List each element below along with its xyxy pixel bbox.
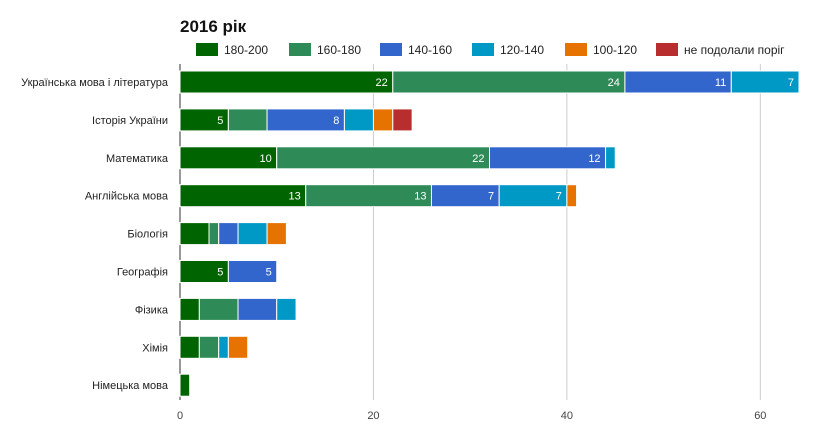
legend-label: не подолали поріг — [684, 43, 785, 57]
bar-segment — [218, 222, 239, 246]
bar-data-label: 24 — [608, 77, 620, 89]
category-label: Математика — [106, 153, 169, 165]
legend-swatch — [565, 43, 587, 56]
x-tick-label: 40 — [561, 410, 573, 422]
bar-segment — [179, 184, 307, 208]
bars — [179, 70, 800, 397]
bar-data-label: 8 — [333, 115, 339, 127]
legend-swatch — [380, 43, 402, 56]
bar-data-label: 5 — [217, 267, 223, 279]
legend-label: 160-180 — [317, 43, 361, 57]
bar-data-label: 10 — [259, 153, 271, 165]
category-label: Історія України — [92, 115, 168, 127]
bar-data-label: 12 — [588, 153, 600, 165]
category-label: Фізика — [135, 304, 169, 316]
bar-segment — [305, 184, 432, 208]
legend: 180-200 160-180 140-160 120-140 100-120 не по… — [196, 43, 785, 57]
bar-segment — [237, 222, 268, 246]
bar-data-label: 22 — [376, 77, 388, 89]
bar-segment — [266, 222, 287, 246]
legend-swatch — [196, 43, 218, 56]
bar-segment — [392, 70, 626, 94]
bar-segment — [208, 222, 220, 246]
x-tick-label: 20 — [367, 410, 379, 422]
bar-segment — [237, 297, 278, 321]
bar-segment — [276, 297, 297, 321]
category-label: Хімія — [142, 342, 168, 354]
bar-segment — [392, 108, 413, 132]
bar-segment — [179, 335, 200, 359]
legend-swatch — [656, 43, 678, 56]
bar-segment — [227, 260, 278, 283]
bar-data-label: 5 — [266, 267, 272, 279]
bar-segment — [372, 108, 394, 132]
category-label: Географія — [117, 267, 168, 279]
legend-label: 180-200 — [224, 43, 268, 57]
bar-segment — [343, 108, 374, 132]
bar-segment — [730, 70, 800, 94]
bar-segment — [605, 146, 616, 170]
bar-segment — [198, 335, 220, 359]
bar-data-label: 11 — [715, 77, 726, 89]
legend-swatch — [472, 43, 494, 56]
bar-segment — [179, 70, 394, 94]
bar-data-label: 22 — [472, 153, 484, 165]
bar-data-label: 13 — [414, 191, 426, 203]
bar-segment — [566, 184, 578, 208]
bar-labels: 22 24 11 7 5 8 10 22 12 13 13 7 7 5 5 — [217, 77, 794, 279]
category-label: Німецька мова — [92, 380, 169, 392]
bar-data-label: 7 — [788, 77, 794, 89]
bar-data-label: 13 — [288, 191, 300, 203]
bar-data-label: 5 — [217, 115, 223, 127]
bar-segment — [198, 297, 239, 321]
category-label: Біологія — [127, 229, 168, 241]
bar-data-label: 7 — [488, 191, 494, 203]
bar-data-label: 7 — [556, 191, 562, 203]
legend-label: 140-160 — [408, 43, 452, 57]
bar-segment — [218, 335, 229, 359]
legend-label: 100-120 — [593, 43, 637, 57]
bar-segment — [276, 146, 490, 170]
category-label: Англійська мова — [85, 191, 169, 203]
bar-segment — [179, 297, 200, 321]
x-tick-label: 0 — [177, 410, 183, 422]
bar-segment — [227, 108, 268, 132]
category-label: Українська мова і література — [21, 77, 169, 89]
category-labels: Українська мова і література Історія Укра… — [21, 77, 169, 392]
bar-segment — [179, 373, 191, 397]
legend-swatch — [289, 43, 311, 56]
x-tick-label: 60 — [754, 410, 766, 422]
x-tick-labels: 0 20 40 60 — [177, 410, 767, 422]
legend-label: 120-140 — [500, 43, 544, 57]
bar-segment — [179, 222, 210, 246]
bar-segment — [227, 335, 249, 359]
chart-title: 2016 рік — [180, 17, 247, 36]
